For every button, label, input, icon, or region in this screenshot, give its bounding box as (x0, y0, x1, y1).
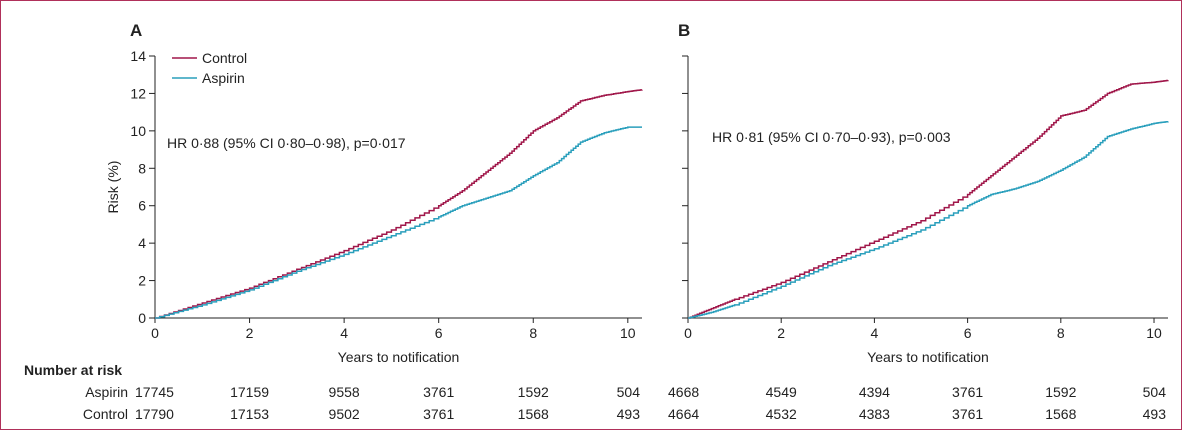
risk-value: 1568 (1045, 406, 1076, 422)
risk-value: 17153 (230, 406, 269, 422)
risk-value: 4383 (859, 406, 890, 422)
x-axis-label: Years to notification (867, 349, 989, 365)
risk-value: 1592 (1045, 384, 1076, 400)
y-tick-label: 0 (138, 310, 146, 326)
risk-row-label: Control (83, 406, 128, 422)
risk-value: 493 (1143, 406, 1167, 422)
risk-value: 3761 (952, 406, 983, 422)
y-axis-label: Risk (%) (105, 161, 121, 214)
panel-a: A 0 2 4 6 8 10 12 14 0 2 4 6 8 10 Years to notification… (105, 21, 643, 365)
risk-value: 4664 (668, 406, 699, 422)
series-line-aspirin (155, 126, 642, 319)
legend-label-aspirin: Aspirin (202, 70, 245, 86)
risk-value: 3761 (423, 384, 454, 400)
risk-value: 3761 (423, 406, 454, 422)
risk-value: 4549 (766, 384, 797, 400)
y-tick-label: 12 (130, 85, 146, 101)
risk-value: 4532 (766, 406, 797, 422)
y-tick-label: 8 (138, 160, 146, 176)
risk-row-label: Aspirin (85, 384, 128, 400)
x-tick-label: 6 (435, 325, 443, 341)
panel-letter: B (678, 21, 690, 40)
risk-value: 17790 (135, 406, 174, 422)
number-at-risk-title: Number at risk (24, 362, 122, 378)
risk-value: 17745 (135, 384, 174, 400)
x-tick-label: 4 (871, 325, 879, 341)
panel-letter: A (130, 21, 142, 40)
risk-value: 504 (617, 384, 641, 400)
x-tick-label: 2 (777, 325, 785, 341)
risk-value: 4668 (668, 384, 699, 400)
series-line-control (688, 79, 1169, 319)
x-tick-label: 6 (964, 325, 972, 341)
risk-value: 1568 (518, 406, 549, 422)
panel-b: B 0 2 4 6 8 10 Years to notification HR 0·81 (95… (678, 21, 1169, 365)
y-tick-label: 4 (138, 235, 146, 251)
x-tick-label: 8 (529, 325, 537, 341)
legend-label-control: Control (202, 50, 247, 66)
x-tick-label: 4 (340, 325, 348, 341)
x-axis-label: Years to notification (338, 349, 460, 365)
hazard-ratio-annotation: HR 0·81 (95% CI 0·70–0·93), p=0·003 (712, 129, 951, 145)
series-line-aspirin (688, 120, 1169, 319)
risk-value: 3761 (952, 384, 983, 400)
y-tick-label: 6 (138, 198, 146, 214)
x-tick-label: 10 (620, 325, 636, 341)
number-at-risk-table: Aspirin 17745 17159 9558 3761 1592 504 Control 1… (83, 384, 1166, 422)
x-tick-label: 10 (1146, 325, 1162, 341)
y-tick-label: 14 (130, 48, 146, 64)
risk-value: 17159 (230, 384, 269, 400)
x-tick-label: 2 (246, 325, 254, 341)
x-tick-label: 0 (684, 325, 692, 341)
x-tick-label: 8 (1057, 325, 1065, 341)
risk-value: 493 (617, 406, 641, 422)
y-tick-label: 10 (130, 123, 146, 139)
risk-value: 9558 (329, 384, 360, 400)
risk-value: 9502 (329, 406, 360, 422)
series-line-control (155, 89, 643, 319)
risk-value: 4394 (859, 384, 890, 400)
risk-value: 1592 (518, 384, 549, 400)
hazard-ratio-annotation: HR 0·88 (95% CI 0·80–0·98), p=0·017 (167, 135, 406, 151)
y-tick-label: 2 (138, 273, 146, 289)
risk-value: 504 (1143, 384, 1167, 400)
x-tick-label: 0 (151, 325, 159, 341)
